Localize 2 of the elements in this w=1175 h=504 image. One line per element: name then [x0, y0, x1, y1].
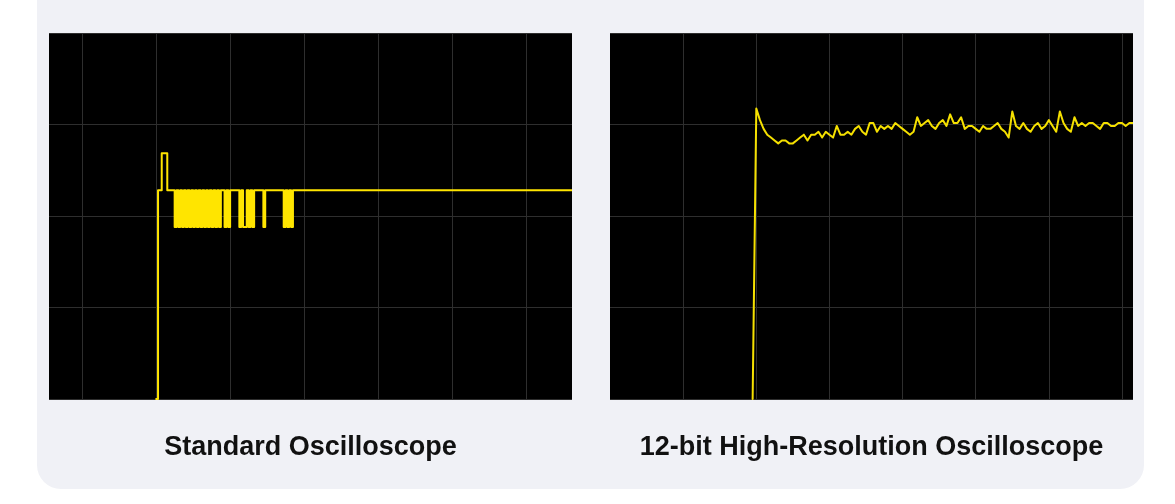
- text: 12-bit High-Resolution Oscilloscope: [639, 430, 1104, 461]
- text: Standard Oscilloscope: [164, 430, 457, 461]
